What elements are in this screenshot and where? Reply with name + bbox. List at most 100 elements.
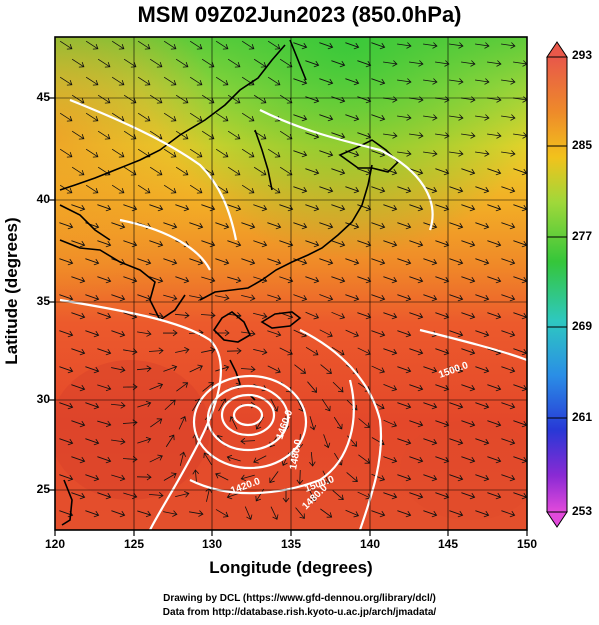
- streamline-arrow: [215, 76, 229, 86]
- streamline-arrow: [357, 96, 372, 104]
- streamline-arrow: [111, 294, 126, 302]
- streamline-arrow: [345, 114, 360, 122]
- streamline-arrow: [501, 150, 516, 157]
- streamline-arrow: [305, 132, 320, 140]
- streamline-arrow: [319, 294, 334, 302]
- streamline-arrow: [423, 222, 438, 230]
- streamline-arrow: [319, 186, 334, 194]
- streamline-arrow: [435, 492, 450, 500]
- streamline-arrow: [59, 258, 74, 266]
- streamline-arrow: [163, 148, 177, 158]
- streamline-arrow: [331, 276, 346, 284]
- streamline-arrow: [97, 276, 112, 284]
- x-tick-label: 135: [280, 537, 302, 551]
- streamline-arrow: [320, 508, 333, 518]
- streamline-arrow: [111, 222, 126, 230]
- streamline-arrow: [371, 42, 386, 50]
- colorbar-tick-label: 293: [572, 48, 593, 62]
- streamline-arrow: [487, 384, 502, 392]
- streamline-arrow: [331, 168, 346, 176]
- streamline-arrow: [371, 78, 386, 86]
- streamline-arrow: [331, 240, 346, 248]
- streamline-arrow: [461, 168, 476, 176]
- streamline-arrow: [295, 507, 305, 519]
- streamline-arrow: [215, 472, 229, 481]
- streamline-arrow: [371, 330, 386, 338]
- streamline-arrow: [163, 112, 177, 122]
- streamline-arrow: [215, 364, 230, 372]
- streamline-arrow: [175, 491, 190, 498]
- streamline-arrow: [293, 114, 308, 122]
- streamline-arrow: [59, 402, 74, 410]
- streamline-arrow: [241, 294, 256, 301]
- streamline-arrow: [475, 114, 490, 121]
- streamline-arrow: [371, 258, 386, 266]
- streamline-arrow: [397, 222, 412, 230]
- streamline-arrow: [487, 132, 502, 139]
- streamline-arrow: [487, 168, 502, 176]
- streamline-arrow: [475, 150, 490, 157]
- streamline-arrow: [397, 438, 412, 446]
- streamline-arrow: [475, 42, 490, 49]
- streamline-arrow: [85, 294, 100, 302]
- streamline-arrow: [137, 258, 152, 266]
- streamline-arrow: [97, 492, 112, 500]
- streamline-arrow: [123, 204, 138, 212]
- wind-streamlines: [59, 40, 527, 521]
- streamline-arrow: [475, 510, 490, 518]
- streamline-arrow: [59, 40, 73, 50]
- streamline-arrow: [345, 509, 360, 518]
- streamline-arrow: [215, 258, 230, 266]
- streamline-arrow: [435, 384, 450, 392]
- streamline-arrow: [201, 240, 216, 248]
- streamline-arrow: [226, 454, 241, 462]
- streamline-arrow: [255, 488, 265, 502]
- streamline-arrow: [319, 42, 334, 50]
- streamline-arrow: [123, 240, 138, 248]
- streamline-arrow: [383, 312, 398, 320]
- streamline-arrow: [178, 416, 187, 430]
- streamline-arrow: [97, 312, 112, 320]
- streamline-arrow: [357, 240, 372, 248]
- streamline-arrow: [149, 312, 164, 319]
- streamline-arrow: [294, 364, 307, 374]
- y-axis-label: Latitude (degrees): [2, 217, 21, 365]
- axis-ticks: [49, 97, 528, 536]
- map-title: MSM 09Z02Jun2023 (850.0hPa): [137, 2, 462, 27]
- streamline-arrow: [137, 436, 152, 444]
- streamline-arrow: [487, 96, 502, 103]
- streamline-arrow: [423, 510, 438, 518]
- streamline-arrow: [253, 240, 268, 248]
- streamline-arrow: [435, 132, 450, 139]
- streamline-arrow: [296, 469, 304, 485]
- streamline-arrow: [305, 204, 320, 212]
- streamline-arrow: [449, 222, 464, 230]
- streamline-arrow: [397, 78, 412, 85]
- streamline-arrow: [435, 204, 450, 212]
- streamline-arrow: [189, 184, 203, 194]
- streamline-arrow: [240, 474, 255, 482]
- streamline-arrow: [409, 276, 424, 284]
- streamline-arrow: [150, 418, 163, 428]
- streamline-arrow: [163, 222, 178, 230]
- streamline-arrow: [97, 384, 112, 392]
- streamline-arrow: [331, 204, 346, 212]
- streamline-arrow: [435, 348, 450, 356]
- streamline-arrow: [345, 186, 360, 194]
- streamline-arrow: [255, 416, 264, 430]
- streamline-arrow: [227, 94, 241, 104]
- streamline-arrow: [59, 112, 73, 122]
- streamline-arrow: [85, 76, 99, 86]
- streamline-arrow: [137, 330, 152, 337]
- streamline-arrow: [163, 184, 177, 194]
- streamline-arrow: [487, 240, 502, 248]
- y-tick-label: 40: [36, 192, 50, 206]
- streamline-arrow: [203, 452, 213, 466]
- streamline-arrow: [241, 112, 255, 122]
- streamline-arrow: [149, 166, 163, 176]
- streamline-arrow: [111, 330, 126, 338]
- streamline-arrow: [137, 112, 151, 122]
- streamline-arrow: [435, 312, 450, 320]
- streamline-arrow: [97, 348, 112, 356]
